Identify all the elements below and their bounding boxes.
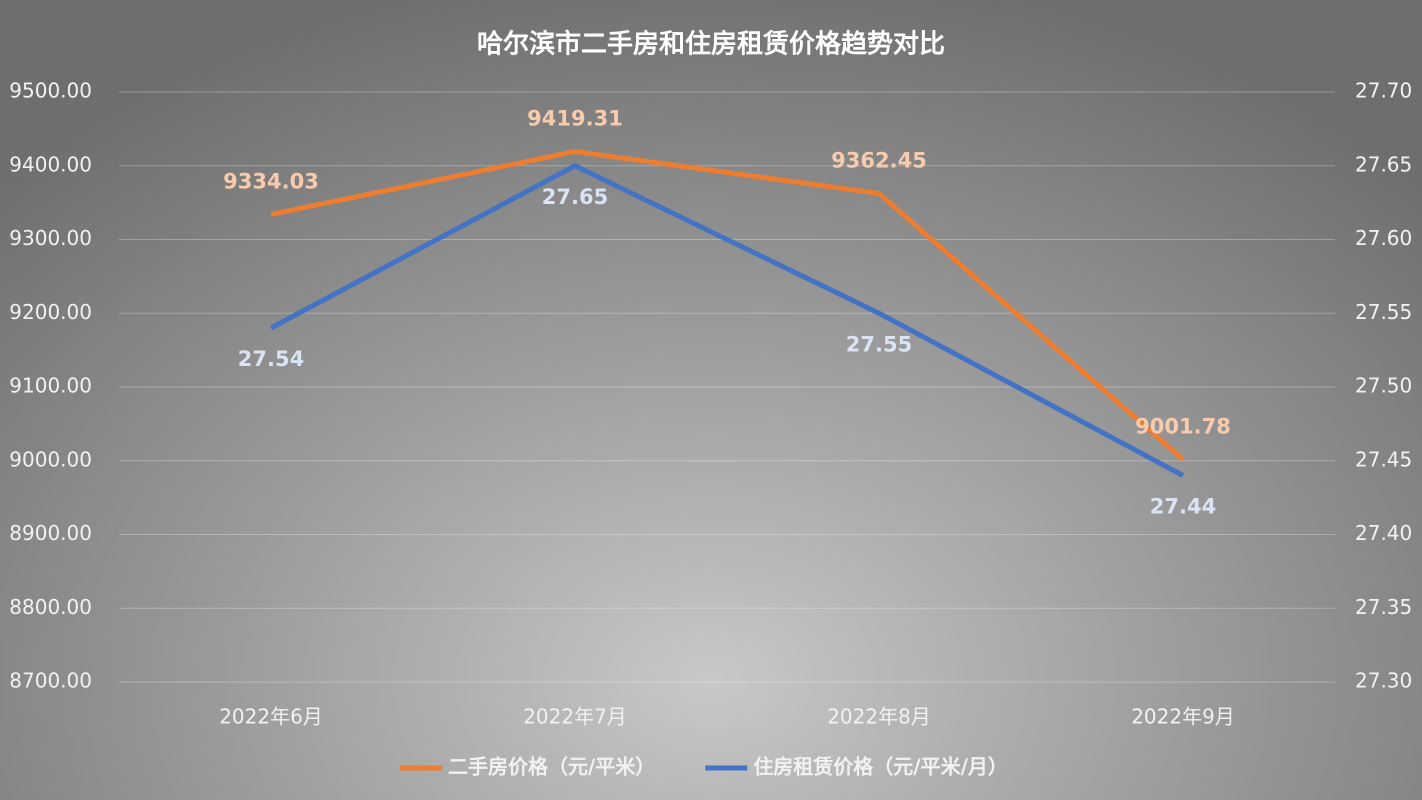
y-tick-label: 9500.00 — [9, 79, 92, 103]
x-tick-label: 2022年8月 — [827, 705, 931, 729]
legend-label: 二手房价格（元/平米） — [448, 755, 655, 779]
chart-title: 哈尔滨市二手房和住房租赁价格趋势对比 — [477, 29, 945, 60]
data-label: 27.65 — [542, 185, 608, 209]
y2-tick-label: 27.30 — [1355, 669, 1412, 693]
x-tick-label: 2022年6月 — [219, 705, 323, 729]
y2-tick-label: 27.45 — [1355, 447, 1412, 471]
y2-tick-label: 27.65 — [1355, 152, 1412, 176]
y2-tick-label: 27.50 — [1355, 374, 1412, 398]
legend-label: 住房租赁价格（元/平米/月） — [753, 755, 1008, 779]
y-tick-label: 9000.00 — [9, 447, 92, 471]
y2-tick-label: 27.70 — [1355, 79, 1412, 103]
data-label: 9001.78 — [1135, 414, 1231, 438]
y-tick-label: 9300.00 — [9, 226, 92, 250]
y-tick-label: 8800.00 — [9, 595, 92, 619]
y2-tick-label: 27.35 — [1355, 595, 1412, 619]
y-tick-label: 8700.00 — [9, 669, 92, 693]
x-tick-label: 2022年9月 — [1131, 705, 1235, 729]
y-tick-label: 9400.00 — [9, 152, 92, 176]
data-label: 27.54 — [238, 347, 304, 371]
data-label: 9334.03 — [223, 169, 319, 193]
data-label: 9419.31 — [527, 107, 623, 131]
y-tick-label: 9100.00 — [9, 374, 92, 398]
data-label: 27.44 — [1150, 495, 1216, 519]
data-label: 27.55 — [846, 332, 912, 356]
y2-tick-label: 27.55 — [1355, 300, 1412, 324]
y2-tick-label: 27.60 — [1355, 226, 1412, 250]
data-label: 9362.45 — [831, 148, 927, 172]
series-line — [270, 149, 1185, 462]
x-tick-label: 2022年7月 — [523, 705, 627, 729]
y-tick-label: 8900.00 — [9, 521, 92, 545]
y-tick-label: 9200.00 — [9, 300, 92, 324]
y2-tick-label: 27.40 — [1355, 521, 1412, 545]
series-line — [269, 163, 1185, 478]
